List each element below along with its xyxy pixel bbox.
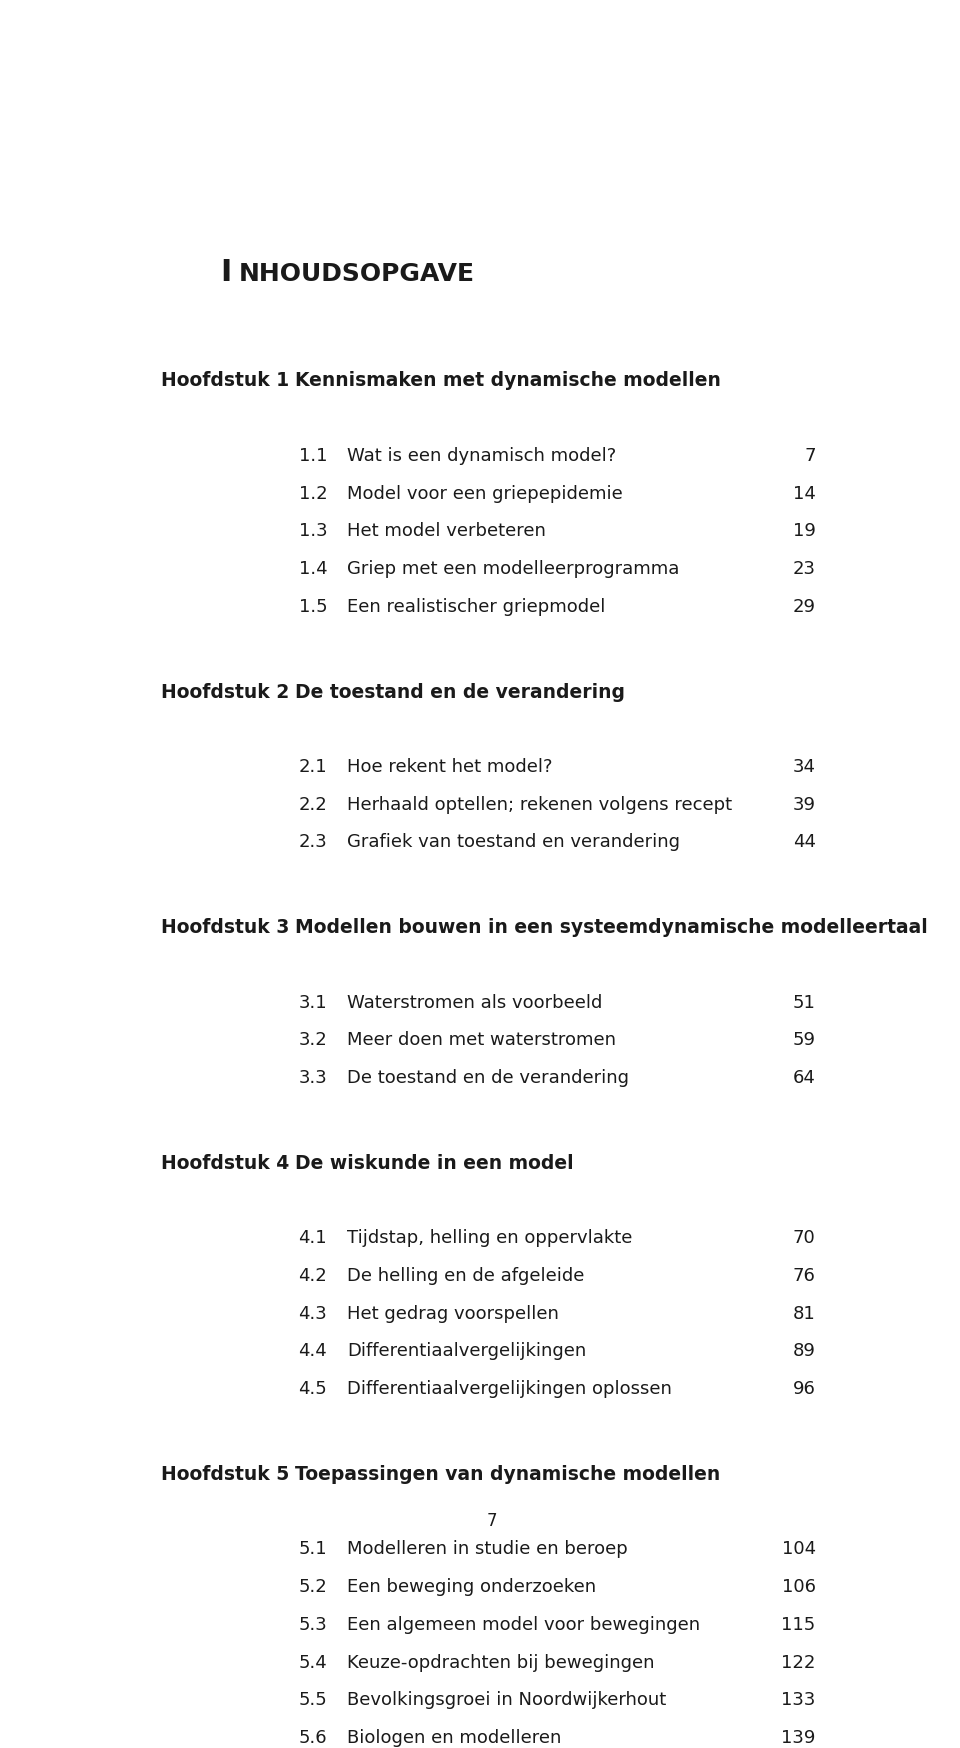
Text: Hoofdstuk 5: Hoofdstuk 5 bbox=[161, 1465, 289, 1484]
Text: 5.2: 5.2 bbox=[299, 1577, 327, 1596]
Text: 34: 34 bbox=[793, 757, 816, 776]
Text: Keuze-opdrachten bij bewegingen: Keuze-opdrachten bij bewegingen bbox=[347, 1652, 655, 1671]
Text: De toestand en de verandering: De toestand en de verandering bbox=[347, 1068, 629, 1087]
Text: Het gedrag voorspellen: Het gedrag voorspellen bbox=[347, 1304, 559, 1321]
Text: Een realistischer griepmodel: Een realistischer griepmodel bbox=[347, 598, 606, 615]
Text: 70: 70 bbox=[793, 1229, 816, 1246]
Text: Differentiaalvergelijkingen oplossen: Differentiaalvergelijkingen oplossen bbox=[347, 1379, 672, 1397]
Text: I: I bbox=[221, 259, 231, 287]
Text: 104: 104 bbox=[781, 1540, 816, 1557]
Text: 76: 76 bbox=[793, 1266, 816, 1285]
Text: 59: 59 bbox=[793, 1031, 816, 1049]
Text: 3.3: 3.3 bbox=[299, 1068, 327, 1087]
Text: 1.3: 1.3 bbox=[299, 523, 327, 540]
Text: 5.5: 5.5 bbox=[299, 1690, 327, 1708]
Text: De wiskunde in een model: De wiskunde in een model bbox=[295, 1154, 573, 1173]
Text: Toepassingen van dynamische modellen: Toepassingen van dynamische modellen bbox=[295, 1465, 720, 1484]
Text: 4.1: 4.1 bbox=[299, 1229, 327, 1246]
Text: 2.1: 2.1 bbox=[299, 757, 327, 776]
Text: Biologen en modelleren: Biologen en modelleren bbox=[347, 1729, 562, 1746]
Text: Grafiek van toestand en verandering: Grafiek van toestand en verandering bbox=[347, 834, 680, 851]
Text: 44: 44 bbox=[793, 834, 816, 851]
Text: 3.1: 3.1 bbox=[299, 993, 327, 1010]
Text: Waterstromen als voorbeeld: Waterstromen als voorbeeld bbox=[347, 993, 602, 1010]
Text: 1.4: 1.4 bbox=[299, 559, 327, 577]
Text: 14: 14 bbox=[793, 484, 816, 502]
Text: 133: 133 bbox=[781, 1690, 816, 1708]
Text: Tijdstap, helling en oppervlakte: Tijdstap, helling en oppervlakte bbox=[347, 1229, 633, 1246]
Text: Hoofdstuk 3: Hoofdstuk 3 bbox=[161, 918, 289, 937]
Text: Meer doen met waterstromen: Meer doen met waterstromen bbox=[347, 1031, 616, 1049]
Text: 89: 89 bbox=[793, 1342, 816, 1360]
Text: 2.3: 2.3 bbox=[299, 834, 327, 851]
Text: 96: 96 bbox=[793, 1379, 816, 1397]
Text: 5.6: 5.6 bbox=[299, 1729, 327, 1746]
Text: 122: 122 bbox=[781, 1652, 816, 1671]
Text: Modellen bouwen in een systeemdynamische modelleertaal: Modellen bouwen in een systeemdynamische… bbox=[295, 918, 927, 937]
Text: 5.1: 5.1 bbox=[299, 1540, 327, 1557]
Text: Hoofdstuk 4: Hoofdstuk 4 bbox=[161, 1154, 289, 1173]
Text: 139: 139 bbox=[781, 1729, 816, 1746]
Text: 39: 39 bbox=[793, 795, 816, 813]
Text: Differentiaalvergelijkingen: Differentiaalvergelijkingen bbox=[347, 1342, 587, 1360]
Text: Model voor een griepepidemie: Model voor een griepepidemie bbox=[347, 484, 623, 502]
Text: 5.4: 5.4 bbox=[299, 1652, 327, 1671]
Text: 1.2: 1.2 bbox=[299, 484, 327, 502]
Text: 64: 64 bbox=[793, 1068, 816, 1087]
Text: Een beweging onderzoeken: Een beweging onderzoeken bbox=[347, 1577, 596, 1596]
Text: 7: 7 bbox=[804, 447, 816, 465]
Text: 4.2: 4.2 bbox=[299, 1266, 327, 1285]
Text: Een algemeen model voor bewegingen: Een algemeen model voor bewegingen bbox=[347, 1615, 700, 1633]
Text: Wat is een dynamisch model?: Wat is een dynamisch model? bbox=[347, 447, 616, 465]
Text: Hoe rekent het model?: Hoe rekent het model? bbox=[347, 757, 552, 776]
Text: Modelleren in studie en beroep: Modelleren in studie en beroep bbox=[347, 1540, 628, 1557]
Text: 5.3: 5.3 bbox=[299, 1615, 327, 1633]
Text: Kennismaken met dynamische modellen: Kennismaken met dynamische modellen bbox=[295, 371, 721, 390]
Text: 29: 29 bbox=[793, 598, 816, 615]
Text: 4.5: 4.5 bbox=[299, 1379, 327, 1397]
Text: Hoofdstuk 2: Hoofdstuk 2 bbox=[161, 682, 289, 701]
Text: 51: 51 bbox=[793, 993, 816, 1010]
Text: 4.4: 4.4 bbox=[299, 1342, 327, 1360]
Text: 106: 106 bbox=[781, 1577, 816, 1596]
Text: Hoofdstuk 1: Hoofdstuk 1 bbox=[161, 371, 289, 390]
Text: Het model verbeteren: Het model verbeteren bbox=[347, 523, 546, 540]
Text: 115: 115 bbox=[781, 1615, 816, 1633]
Text: 23: 23 bbox=[793, 559, 816, 577]
Text: 7: 7 bbox=[487, 1510, 497, 1530]
Text: 81: 81 bbox=[793, 1304, 816, 1321]
Text: 2.2: 2.2 bbox=[299, 795, 327, 813]
Text: 1.5: 1.5 bbox=[299, 598, 327, 615]
Text: 4.3: 4.3 bbox=[299, 1304, 327, 1321]
Text: Herhaald optellen; rekenen volgens recept: Herhaald optellen; rekenen volgens recep… bbox=[347, 795, 732, 813]
Text: De helling en de afgeleide: De helling en de afgeleide bbox=[347, 1266, 585, 1285]
Text: Bevolkingsgroei in Noordwijkerhout: Bevolkingsgroei in Noordwijkerhout bbox=[347, 1690, 666, 1708]
Text: NHOUDSOPGAVE: NHOUDSOPGAVE bbox=[239, 262, 475, 287]
Text: 1.1: 1.1 bbox=[299, 447, 327, 465]
Text: 19: 19 bbox=[793, 523, 816, 540]
Text: Griep met een modelleerprogramma: Griep met een modelleerprogramma bbox=[347, 559, 680, 577]
Text: De toestand en de verandering: De toestand en de verandering bbox=[295, 682, 625, 701]
Text: 3.2: 3.2 bbox=[299, 1031, 327, 1049]
